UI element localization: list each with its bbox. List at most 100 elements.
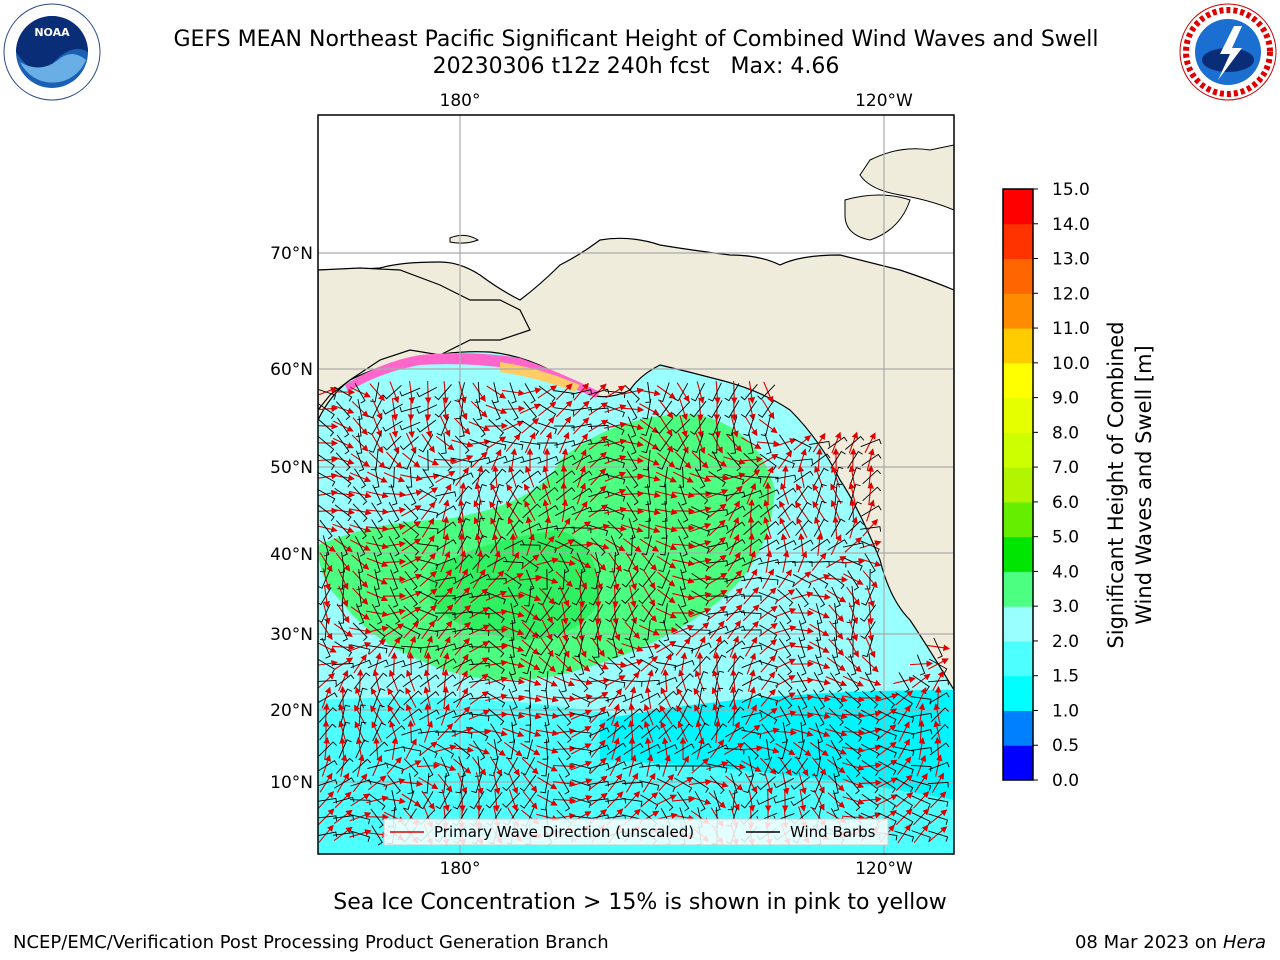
wind-barb (791, 561, 813, 567)
wind-barb (407, 773, 414, 795)
wind-barb (318, 779, 338, 787)
wind-barb (318, 707, 337, 723)
wind-barb (418, 434, 434, 453)
wind-barb (622, 693, 644, 703)
wind-barb (715, 687, 724, 708)
wind-barb (520, 456, 542, 464)
wind-barb (845, 758, 861, 778)
wind-barb (522, 486, 541, 502)
wind-barb (928, 761, 950, 770)
arctic-island (844, 194, 911, 241)
wind-barb (525, 687, 532, 709)
wind-barb (452, 730, 473, 739)
wind-barb (521, 603, 535, 623)
wind-barb (555, 487, 576, 501)
wind-barb (382, 403, 403, 415)
wind-barb (623, 708, 644, 722)
wind-barb (454, 382, 465, 403)
wind-barb (521, 470, 542, 484)
lat-label: 70°N (270, 244, 313, 264)
wind-barb (571, 586, 586, 606)
wind-barb (587, 509, 609, 516)
wind-barb (645, 484, 652, 506)
wind-barb (319, 723, 337, 741)
wind-barb (318, 489, 336, 504)
sea-ice (345, 353, 600, 398)
wind-barb (435, 491, 457, 497)
wind-barb (756, 795, 778, 805)
wind-barb (434, 612, 456, 618)
wind-barb (418, 608, 438, 622)
wind-barb (489, 536, 507, 554)
wind-barb (865, 654, 872, 675)
wind-barb (520, 522, 542, 533)
wind-barb (391, 790, 397, 812)
wind-barb (406, 466, 413, 488)
wind-barb (452, 610, 474, 617)
wind-barb (691, 556, 710, 572)
wind-barb (358, 704, 366, 726)
wind-barb (318, 815, 337, 821)
wind-barb (503, 756, 519, 776)
wind-barb (846, 620, 856, 641)
wind-barb (588, 586, 603, 606)
wind-barb (416, 404, 438, 414)
wind-barb (724, 491, 746, 498)
wind-barb (877, 710, 897, 725)
wind-barb (740, 629, 762, 635)
wind-barb (878, 760, 897, 776)
wind-barb (843, 542, 865, 548)
wind-barb (916, 654, 926, 676)
wind-barb (689, 629, 711, 636)
wind-barb (419, 709, 440, 721)
wind-barb (369, 741, 389, 757)
wind-barb (777, 520, 797, 535)
wind-barb (388, 519, 401, 540)
wind-barb (454, 435, 470, 455)
wind-barb (318, 692, 338, 704)
wind-barb (706, 578, 728, 584)
wind-barb (453, 675, 474, 687)
wind-barb (520, 756, 536, 776)
wind-barb (724, 383, 740, 402)
wind-barb (436, 658, 457, 670)
wind-barb (469, 791, 485, 810)
colorbar-tick-label: 0.0 (1052, 771, 1079, 791)
wind-barb (605, 421, 625, 436)
wind-barb (929, 692, 950, 704)
wind-barb (453, 573, 474, 585)
wind-barb (643, 517, 650, 539)
wind-barb (350, 779, 372, 787)
wind-barb (558, 569, 566, 590)
wind-barb (691, 742, 712, 755)
wind-barb (588, 711, 610, 719)
wind-barb (860, 743, 880, 759)
colorbar-segment (1003, 189, 1033, 225)
wind-barb (813, 467, 829, 486)
wind-barb (895, 794, 914, 810)
wind-barb (710, 723, 728, 741)
wind-barb (384, 660, 406, 668)
wind-barb (540, 553, 554, 574)
colorbar-tick-label: 7.0 (1052, 458, 1079, 478)
wind-barb (507, 484, 523, 503)
wind-barb (640, 658, 659, 674)
wind-barb (553, 425, 575, 431)
wind-barb (861, 586, 875, 606)
wind-barb (911, 812, 931, 827)
wind-barb (796, 672, 808, 693)
wind-barb (318, 741, 337, 757)
wind-barb (775, 474, 797, 481)
wind-barb (436, 691, 457, 705)
wind-barb (388, 502, 400, 523)
wind-barb (486, 455, 508, 465)
wind-barb (675, 673, 694, 689)
wind-barb (493, 500, 503, 521)
wind-barb (605, 604, 621, 623)
wind-barb (677, 519, 689, 540)
wind-barb (419, 691, 440, 705)
wind-barb (352, 503, 368, 522)
wind-barb (471, 469, 490, 485)
wind-barb (662, 501, 668, 522)
wind-barb (827, 572, 845, 590)
